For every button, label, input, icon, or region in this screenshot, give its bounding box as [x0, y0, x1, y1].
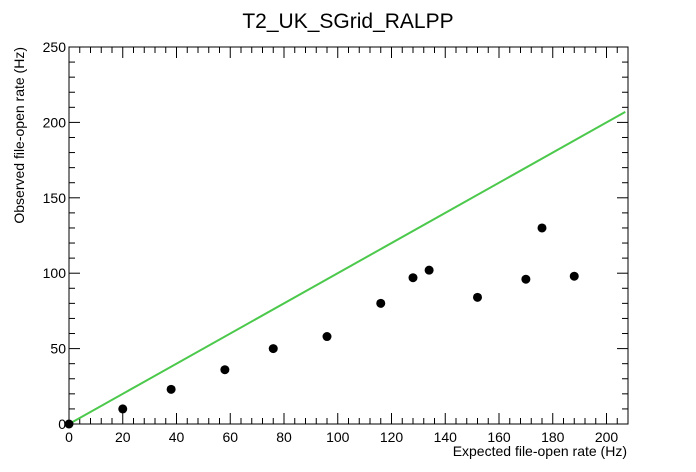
data-point: [376, 298, 386, 308]
chart-title: T2_UK_SGrid_RALPP: [242, 10, 453, 33]
y-tick-label: 200: [43, 114, 67, 130]
x-tick-label: 200: [595, 429, 619, 445]
x-tick-label: 180: [541, 429, 565, 445]
data-point: [424, 265, 434, 275]
data-point: [166, 384, 176, 394]
y-tick-label: 50: [50, 341, 66, 357]
y-tick-label: 100: [43, 265, 67, 281]
data-points: [64, 223, 579, 429]
x-tick-label: 0: [65, 429, 73, 445]
x-tick-label: 20: [115, 429, 131, 445]
data-point: [521, 274, 531, 284]
x-tick-label: 120: [380, 429, 404, 445]
data-point: [322, 332, 332, 342]
x-axis-label: Expected file-open rate (Hz): [453, 443, 627, 459]
reference-line: [68, 110, 626, 425]
data-point: [537, 223, 547, 233]
data-point: [408, 273, 418, 283]
data-point: [268, 344, 278, 354]
y-axis-label: Observed file-open rate (Hz): [11, 47, 27, 224]
data-point: [569, 271, 579, 281]
y-axis: 0 50 100 150 200 250: [43, 39, 628, 432]
data-point: [473, 292, 482, 302]
data-point: [220, 365, 230, 375]
x-tick-label: 160: [487, 429, 511, 445]
y-tick-label: 150: [43, 190, 67, 206]
plot-frame: [68, 46, 629, 425]
x-tick-label: 80: [276, 429, 292, 445]
x-tick-label: 140: [434, 429, 458, 445]
y-tick-label: 250: [43, 39, 67, 55]
x-axis: 0 20 40 60 80 100 120 140 160 180 200: [65, 47, 629, 445]
x-tick-label: 40: [169, 429, 185, 445]
data-point: [118, 404, 128, 414]
data-point: [64, 419, 74, 429]
x-tick-label: 60: [222, 429, 238, 445]
x-tick-label: 100: [326, 429, 350, 445]
y-tick-label: 0: [58, 416, 66, 432]
